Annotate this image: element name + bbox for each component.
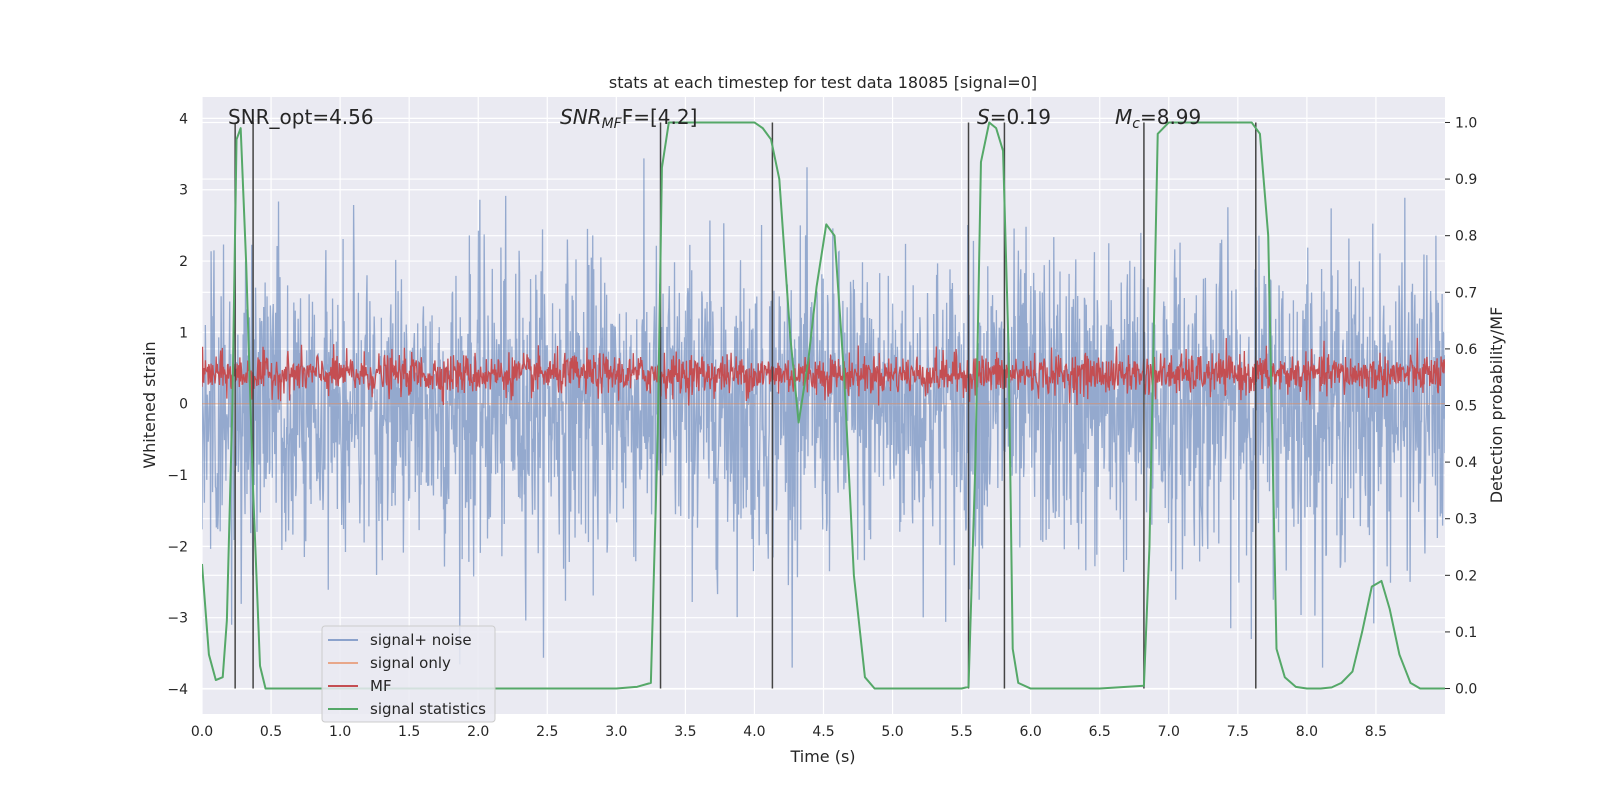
- y-left-tick-label: −4: [167, 682, 188, 698]
- x-tick-label: 8.0: [1296, 724, 1318, 740]
- y-left-tick-label: 3: [179, 183, 188, 199]
- x-tick-label: 4.5: [812, 724, 834, 740]
- y-left-tick-label: −2: [167, 539, 188, 555]
- y-left-tick-label: 4: [179, 111, 188, 127]
- x-tick-label: 0.0: [191, 724, 213, 740]
- x-tick-label: 7.0: [1158, 724, 1180, 740]
- y-axis-left-label: Whitened strain: [140, 341, 159, 468]
- y-left-tick-label: −1: [167, 468, 188, 484]
- x-tick-label: 1.5: [398, 724, 420, 740]
- legend-label-signal-statistics: signal statistics: [370, 700, 486, 718]
- y-right-tick-label: 1.0: [1455, 115, 1477, 131]
- annotation-snr-mf-value: F=[4.2]: [622, 105, 698, 129]
- annotation-snr-mf: SNRMFF=[4.2]: [560, 105, 697, 132]
- annotation-snr-opt: SNR_opt=4.56: [228, 105, 374, 129]
- x-tick-label: 0.5: [260, 724, 282, 740]
- series-mf: [202, 337, 1445, 406]
- annotation-mc-sub: c: [1132, 116, 1140, 132]
- x-tick-label: 3.0: [605, 724, 627, 740]
- x-tick-label: 2.0: [467, 724, 489, 740]
- y-left-tick-label: 1: [179, 325, 188, 341]
- y-right-tick-label: 0.0: [1455, 682, 1477, 698]
- y-right-tick-label: 0.1: [1455, 625, 1477, 641]
- y-right-tick-label: 0.7: [1455, 285, 1477, 301]
- annotation-mc: Mc=8.99: [1115, 105, 1201, 132]
- annotation-snr-mf-sub: MF: [602, 116, 623, 132]
- annotation-s-value: =0.19: [990, 105, 1051, 129]
- x-tick-label: 1.0: [329, 724, 351, 740]
- y-right-tick-label: 0.4: [1455, 455, 1477, 471]
- x-tick-label: 6.0: [1020, 724, 1042, 740]
- legend-label-mf: MF: [370, 677, 392, 695]
- x-tick-label: 6.5: [1089, 724, 1111, 740]
- y-right-tick-label: 0.8: [1455, 229, 1477, 245]
- x-tick-label: 5.5: [950, 724, 972, 740]
- y-left-tick-label: −3: [167, 611, 188, 627]
- y-right-tick-label: 0.2: [1455, 568, 1477, 584]
- series-signal-statistics: [202, 121, 1445, 690]
- legend-label-signal-noise: signal+ noise: [370, 631, 472, 649]
- y-axis-right-ticks: 1.0 0.9 0.8 0.7 0.6 0.5 0.4 0.3 0.2 0.1 0.0: [1445, 115, 1477, 698]
- x-tick-label: 7.5: [1227, 724, 1249, 740]
- y-axis-left-ticks: 4 3 2 1 0 −1 −2 −3 −4: [167, 111, 188, 698]
- x-tick-label: 4.0: [743, 724, 765, 740]
- annotation-s: S=0.19: [977, 105, 1051, 129]
- annotation-snr-mf-main: SNR: [560, 105, 602, 129]
- chart-title: stats at each timestep for test data 180…: [609, 73, 1037, 92]
- annotation-mc-value: =8.99: [1140, 105, 1201, 129]
- series-line-signal-statistics: [202, 121, 1445, 690]
- legend-box: [321, 625, 496, 723]
- x-tick-label: 2.5: [536, 724, 558, 740]
- legend-label-signal-only: signal only: [370, 654, 451, 672]
- x-tick-label: 8.5: [1365, 724, 1387, 740]
- x-axis-label: Time (s): [789, 747, 855, 766]
- legend: signal+ noise signal only MF signal stat…: [321, 625, 496, 723]
- x-axis-ticks: 0.0 0.5 1.0 1.5 2.0 2.5 3.0 3.5 4.0 4.5 5.0 5.5 6.0 6…: [191, 724, 1387, 740]
- annotation-s-symbol: S: [977, 105, 990, 129]
- y-right-tick-label: 0.5: [1455, 399, 1477, 415]
- y-left-tick-label: 2: [179, 254, 188, 270]
- y-right-tick-label: 0.9: [1455, 172, 1477, 188]
- y-right-tick-label: 0.6: [1455, 342, 1477, 358]
- y-left-tick-label: 0: [179, 397, 188, 413]
- y-axis-right-label: Detection probability/MF: [1487, 307, 1506, 504]
- annotation-mc-symbol: M: [1115, 105, 1132, 129]
- series-line-mf: [202, 337, 1445, 406]
- y-right-tick-label: 0.3: [1455, 512, 1477, 528]
- x-tick-label: 3.5: [674, 724, 696, 740]
- x-tick-label: 5.0: [881, 724, 903, 740]
